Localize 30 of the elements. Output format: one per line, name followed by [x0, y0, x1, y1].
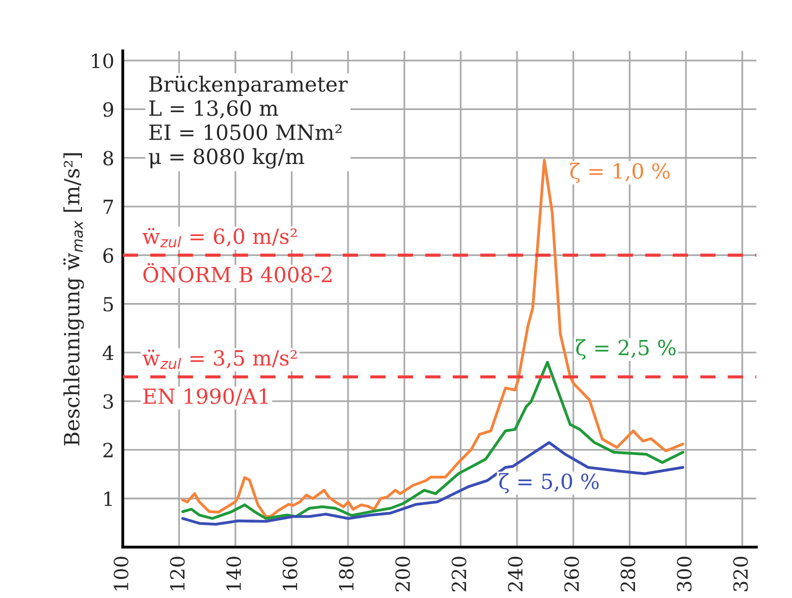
ref-line-label: ẅ$_{zul}$ = 3,5 m/s² EN 1990/A1: [142, 350, 297, 406]
y-tick-label: 5: [104, 297, 113, 312]
y-tick-label: 8: [103, 150, 114, 166]
y-tick-label: 10: [92, 54, 114, 68]
y-tick-label: 2: [103, 442, 113, 458]
x-tick-label: 200: [395, 556, 410, 592]
x-tick-label: 220: [452, 556, 466, 592]
series-label: ζ = 1,0 %: [570, 162, 670, 183]
x-tick-label: 320: [733, 556, 748, 592]
line-series: [181, 441, 684, 526]
y-tick-label: 1: [104, 491, 112, 506]
y-tick-label: 4: [102, 345, 114, 360]
x-tick-label: 180: [338, 556, 354, 590]
y-axis-title: Beschleunigung ẅ$_{max}$ [m/s²]: [63, 153, 84, 446]
series-label: ζ = 5,0 %: [499, 473, 599, 494]
x-tick-label: 260: [564, 556, 579, 592]
y-tick-label: 6: [103, 248, 114, 263]
x-tick-label: 160: [282, 556, 298, 590]
x-tick-label: 280: [620, 556, 636, 592]
ref-line-label: ẅ$_{zul}$ = 6,0 m/s² ÖNORM B 4008-2: [142, 228, 332, 282]
annotation: Brückenparameter L = 13,60 m EI = 10500 MNm² μ = 8080 kg/m: [148, 76, 348, 169]
y-tick-label: 7: [104, 200, 114, 214]
y-tick-label: 9: [103, 102, 114, 117]
series-label: ζ = 2,5 %: [576, 339, 676, 360]
y-tick-label: 3: [104, 394, 113, 409]
x-tick-label: 300: [676, 556, 692, 592]
x-tick-label: 140: [226, 556, 242, 590]
x-tick-label: 100: [114, 556, 128, 590]
x-tick-label: 120: [170, 556, 185, 590]
x-tick-label: 240: [508, 556, 523, 592]
